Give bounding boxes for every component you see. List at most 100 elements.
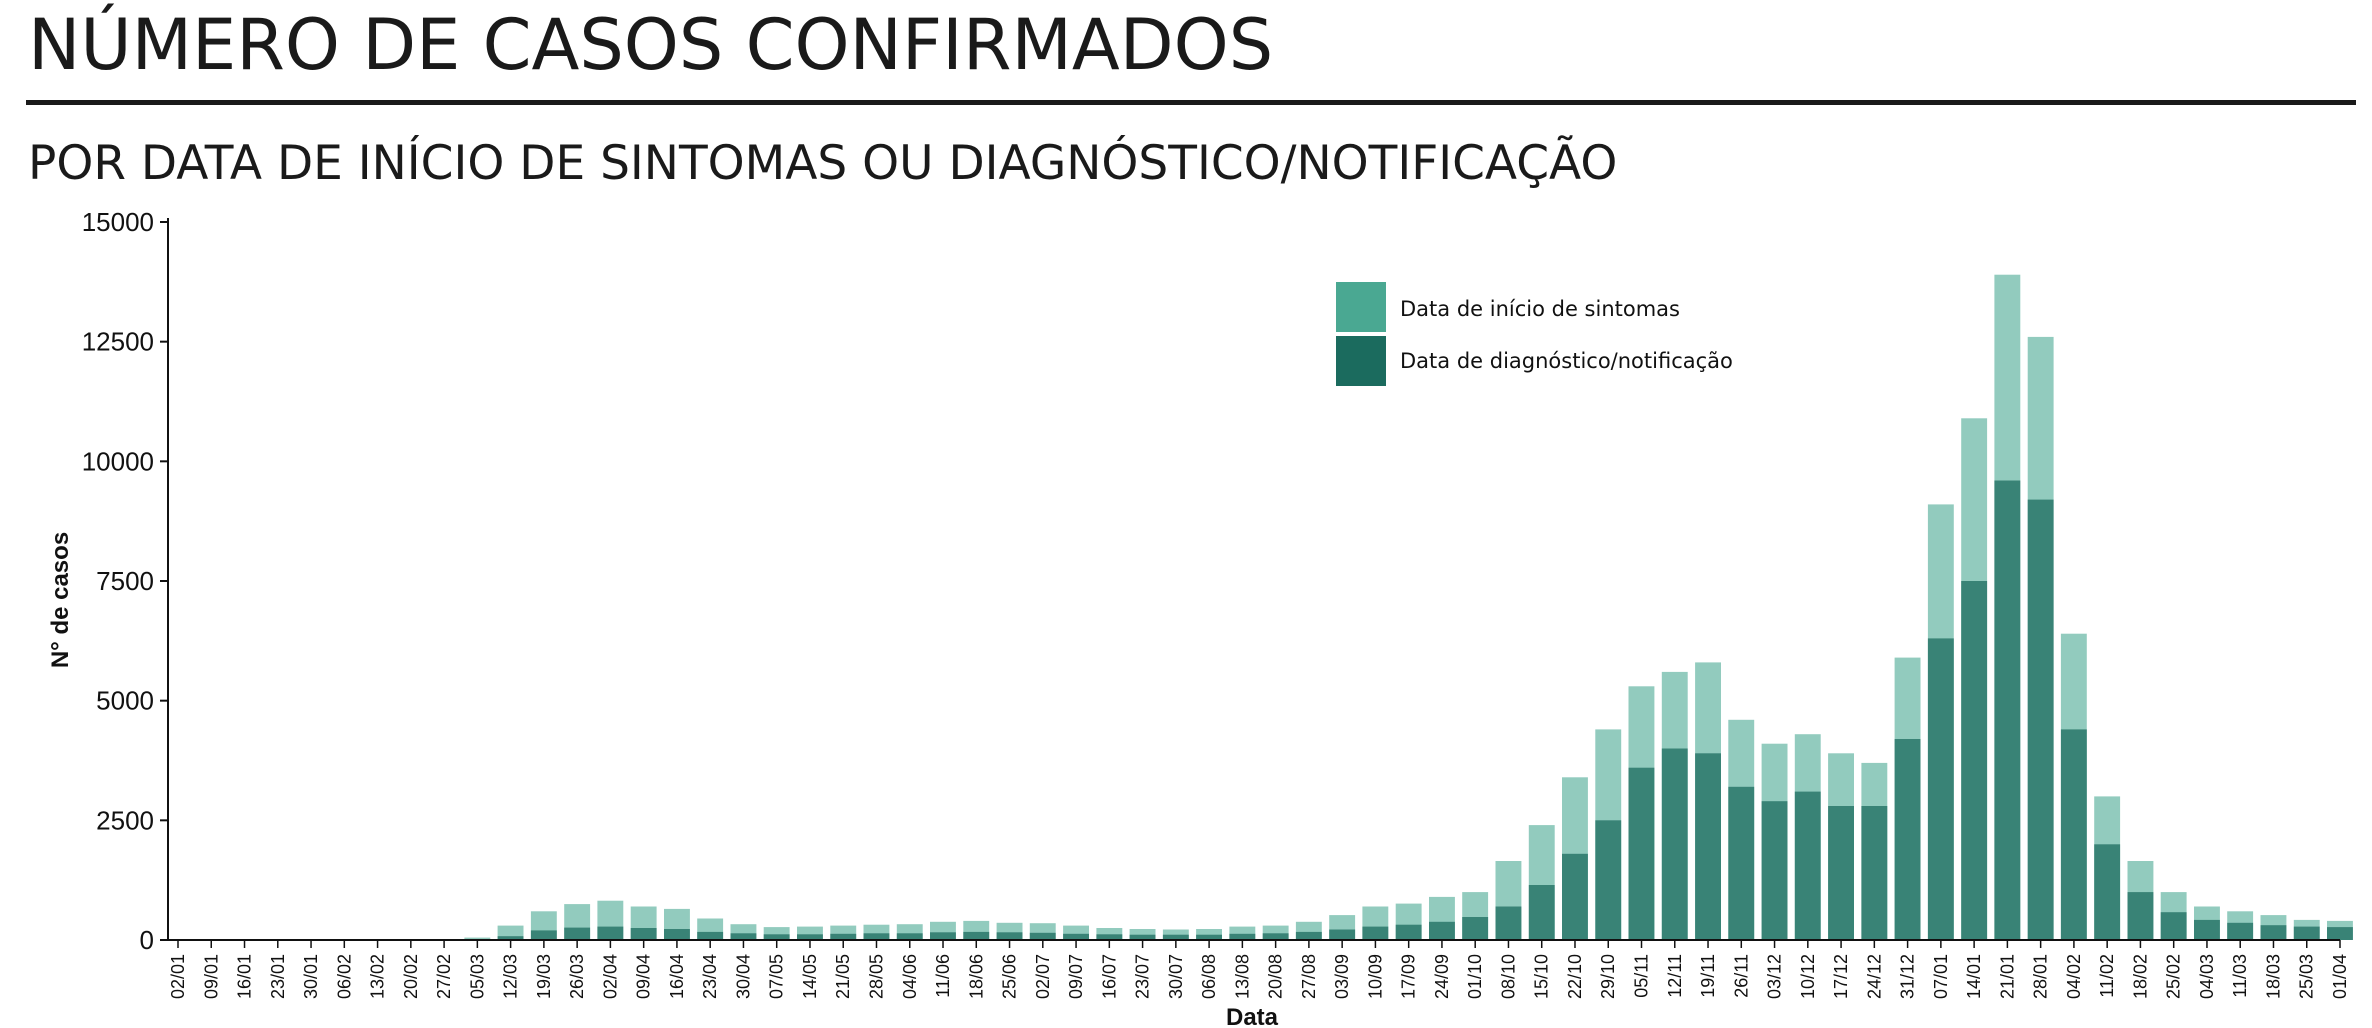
x-tick-label: 09/07: [1066, 954, 1086, 999]
chart-legend: Data de início de sintomas Data de diagn…: [1336, 282, 1733, 386]
bar-diagnosis: [830, 933, 857, 940]
bar-diagnosis: [1661, 748, 1688, 940]
bar-diagnosis: [2260, 925, 2287, 940]
bar-diagnosis: [963, 931, 990, 940]
x-tick-label: 21/05: [833, 954, 853, 999]
x-tick-label: 02/07: [1033, 954, 1053, 999]
x-tick-label: 07/05: [767, 954, 787, 999]
x-tick-label: 16/04: [667, 954, 687, 999]
bar-diagnosis: [2327, 927, 2353, 940]
x-tick-label: 04/06: [900, 954, 920, 999]
bar-diagnosis: [1329, 929, 1356, 940]
x-tick-label: 12/11: [1665, 954, 1685, 998]
x-tick-label: 18/03: [2264, 954, 2284, 999]
y-tick-label: 12500: [82, 327, 154, 357]
x-tick-label: 06/02: [334, 954, 354, 999]
bar-diagnosis: [1196, 934, 1222, 940]
x-tick-label: 26/03: [567, 954, 587, 999]
bar-diagnosis: [630, 928, 657, 940]
bar-diagnosis: [1761, 801, 1788, 940]
x-tick-label: 19/03: [534, 954, 554, 999]
x-tick-label: 30/07: [1166, 954, 1186, 999]
x-tick-label: 08/10: [1499, 954, 1519, 999]
x-tick-label: 21/01: [1997, 954, 2017, 999]
x-tick-label: 26/11: [1731, 954, 1751, 998]
bar-diagnosis: [2194, 919, 2220, 940]
legend-label-symptoms: Data de início de sintomas: [1400, 297, 1680, 321]
x-tick-label: 16/07: [1099, 954, 1119, 999]
bar-diagnosis: [1029, 932, 1056, 940]
bar-diagnosis: [1528, 885, 1555, 940]
bar-diagnosis: [530, 930, 557, 940]
y-tick-label: 2500: [96, 805, 154, 835]
legend-swatch-diagnosis: [1336, 336, 1386, 386]
x-tick-label: 30/01: [301, 954, 321, 999]
bar-diagnosis: [1462, 917, 1489, 940]
bar-symptoms: [1196, 929, 1222, 940]
bar-diagnosis: [1794, 791, 1821, 940]
x-tick-label: 11/02: [2097, 954, 2117, 998]
y-axis-label: N° de casos: [47, 532, 74, 668]
x-tick-label: 03/09: [1332, 954, 1352, 999]
x-tick-label: 22/10: [1565, 954, 1585, 999]
bar-diagnosis: [2293, 926, 2320, 940]
x-tick-label: 07/01: [1931, 954, 1951, 999]
bar-diagnosis: [1429, 921, 1455, 940]
x-tick-label: 20/08: [1266, 954, 1286, 999]
bar-diagnosis: [1628, 767, 1655, 940]
diagnosis-bars: [464, 480, 2353, 940]
bar-diagnosis: [697, 931, 724, 940]
x-tick-label: 01/10: [1465, 954, 1485, 999]
bar-diagnosis: [2127, 892, 2154, 940]
x-tick-label: 06/08: [1199, 954, 1219, 999]
x-tick-label: 13/08: [1232, 954, 1252, 999]
bar-diagnosis: [1595, 820, 1622, 940]
bar-diagnosis: [797, 934, 823, 940]
bar-diagnosis: [1395, 924, 1422, 940]
legend-label-diagnosis: Data de diagnóstico/notificação: [1400, 349, 1733, 373]
x-tick-label: 02/01: [168, 954, 188, 999]
y-tick-labels: 0 2500 5000 7500 10000 12500 15000: [82, 207, 168, 955]
x-tick-label: 25/03: [2297, 954, 2317, 999]
legend-swatch-symptoms: [1336, 282, 1386, 332]
x-tick-label: 12/03: [501, 954, 521, 999]
x-tick-label: 09/01: [201, 954, 221, 999]
x-tick-label: 05/03: [467, 954, 487, 999]
bar-diagnosis: [1994, 480, 2021, 940]
x-tick-label: 31/12: [1898, 954, 1918, 999]
x-tick-labels: 02/01 09/01 16/01 23/01 30/01 06/02 13/02 20/02…: [168, 940, 2350, 999]
x-tick-label: 04/02: [2064, 954, 2084, 999]
x-tick-label: 14/01: [1964, 954, 1984, 999]
bar-diagnosis: [996, 932, 1023, 940]
bar-symptoms: [464, 937, 491, 940]
x-tick-label: 25/02: [2164, 954, 2184, 999]
x-tick-label: 14/05: [800, 954, 820, 999]
bar-diagnosis: [1894, 739, 1921, 940]
bar-diagnosis: [763, 934, 790, 940]
bar-diagnosis: [1495, 906, 1522, 940]
bar-diagnosis: [1961, 581, 1988, 940]
bar-diagnosis: [1728, 786, 1755, 940]
y-tick-label: 7500: [96, 566, 154, 596]
bar-diagnosis: [1096, 934, 1123, 940]
x-tick-label: 10/12: [1798, 954, 1818, 999]
x-tick-label: 16/01: [235, 954, 255, 999]
bar-diagnosis: [863, 933, 890, 940]
title-divider: [26, 100, 2356, 105]
x-tick-label: 29/10: [1598, 954, 1618, 999]
x-tick-label: 15/10: [1532, 954, 1552, 999]
bar-diagnosis: [597, 926, 624, 940]
bar-diagnosis: [730, 933, 757, 940]
bar-diagnosis: [1828, 806, 1854, 940]
y-tick-label: 10000: [82, 446, 154, 476]
y-tick-label: 0: [140, 925, 154, 955]
bar-diagnosis: [2060, 729, 2087, 940]
x-tick-label: 18/02: [2130, 954, 2150, 999]
bar-diagnosis: [930, 932, 956, 940]
bar-diagnosis: [2094, 844, 2121, 940]
bar-diagnosis: [1229, 933, 1256, 940]
x-tick-label: 19/11: [1698, 954, 1718, 998]
bar-diagnosis: [1129, 934, 1156, 940]
x-tick-label: 01/04: [2330, 954, 2350, 999]
bar-diagnosis: [2160, 912, 2187, 940]
